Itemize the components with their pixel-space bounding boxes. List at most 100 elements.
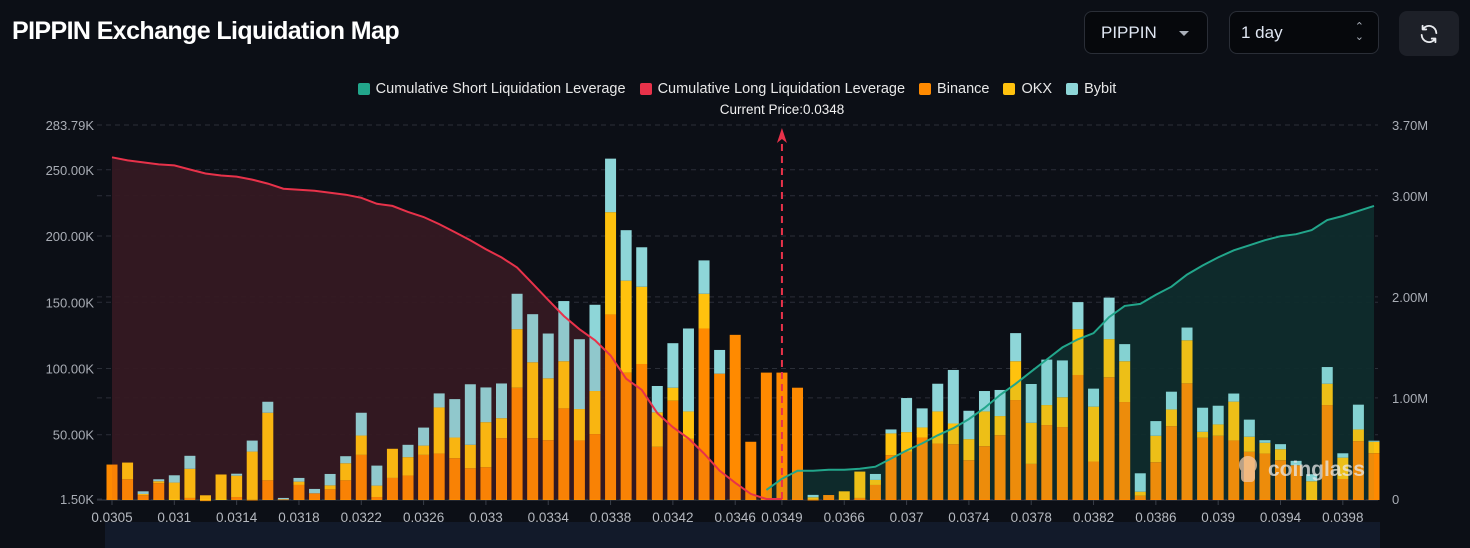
bar-stack xyxy=(1181,327,1193,500)
bar-binance xyxy=(792,387,804,500)
bar-bybit xyxy=(1228,393,1240,402)
bar-bybit xyxy=(1259,440,1271,443)
x-tick-label: 0.0314 xyxy=(216,510,258,525)
bar-bybit xyxy=(309,488,321,494)
bar-bybit xyxy=(184,455,196,469)
bar-bybit xyxy=(1072,302,1084,330)
bar-stack xyxy=(573,339,585,500)
legend-long-cum[interactable]: Cumulative Long Liquidation Leverage xyxy=(639,81,905,97)
legend-short-cum[interactable]: Cumulative Short Liquidation Leverage xyxy=(357,81,626,97)
bar-bybit xyxy=(1337,453,1349,458)
x-tick-label: 0.0318 xyxy=(278,510,319,525)
bar-okx xyxy=(215,474,227,500)
bar-binance xyxy=(309,493,321,500)
bar-binance xyxy=(1041,425,1053,500)
bar-stack xyxy=(355,412,367,500)
bar-okx xyxy=(1134,491,1146,496)
watermark-text: coinglass xyxy=(1268,458,1365,481)
bar-stack xyxy=(901,398,913,500)
data-zoom-slider[interactable] xyxy=(105,522,1380,548)
bar-binance xyxy=(324,489,336,500)
bar-binance xyxy=(605,314,617,500)
y-left-tick-label: 50.00K xyxy=(53,428,95,443)
bar-bybit xyxy=(947,369,959,424)
bar-okx xyxy=(293,481,305,485)
bar-bybit xyxy=(1197,407,1209,432)
bar-okx xyxy=(620,280,632,373)
bar-bybit xyxy=(667,343,679,388)
bar-stack xyxy=(184,455,196,500)
legend-swatch xyxy=(1066,83,1079,95)
bar-stack xyxy=(293,477,305,500)
y-right-tick-label: 3.00M xyxy=(1392,189,1428,204)
bar-bybit xyxy=(1088,388,1100,407)
bar-okx xyxy=(1150,435,1162,463)
bar-okx xyxy=(386,448,398,478)
x-tick-label: 0.0338 xyxy=(590,510,631,525)
bar-stack xyxy=(215,474,227,500)
legend-label: Cumulative Short Liquidation Leverage xyxy=(375,81,626,97)
x-tick-label: 0.0398 xyxy=(1322,510,1363,525)
legend-swatch xyxy=(1003,83,1016,95)
bar-binance xyxy=(994,435,1006,500)
y-left-tick-label: 150.00K xyxy=(46,295,95,310)
x-tick-label: 0.0346 xyxy=(715,510,756,525)
bar-bybit xyxy=(324,473,336,486)
bar-stack xyxy=(1134,473,1146,500)
bar-binance xyxy=(963,460,975,500)
bar-binance xyxy=(760,372,772,500)
bar-stack xyxy=(1321,367,1333,500)
page-title: PIPPIN Exchange Liquidation Map xyxy=(12,17,400,45)
bar-binance xyxy=(558,408,570,500)
time-range-value: 1 day xyxy=(1241,22,1283,42)
bar-bybit xyxy=(1321,367,1333,384)
bar-bybit xyxy=(496,383,507,419)
legend-bybit[interactable]: Bybit xyxy=(1066,81,1116,97)
bar-stack xyxy=(916,408,928,500)
bar-bybit xyxy=(869,473,881,480)
bar-stack xyxy=(1368,440,1380,500)
bar-okx xyxy=(932,411,944,444)
bar-bybit xyxy=(153,479,165,482)
legend-binance[interactable]: Binance xyxy=(919,81,989,97)
bar-binance xyxy=(1197,437,1209,500)
bar-binance xyxy=(916,437,928,500)
bar-okx xyxy=(153,481,165,484)
bar-stack xyxy=(605,158,617,500)
bar-stack xyxy=(869,473,881,500)
bar-bybit xyxy=(137,491,149,494)
y-right-tick-label: 0 xyxy=(1392,492,1399,507)
bar-binance xyxy=(978,446,990,500)
bar-stack xyxy=(1259,440,1271,500)
bar-okx xyxy=(605,212,617,315)
bar-binance xyxy=(355,454,367,500)
time-range-select[interactable]: 1 day ⌃ ⌄ xyxy=(1229,11,1379,54)
legend-okx[interactable]: OKX xyxy=(1003,81,1052,97)
bar-bybit xyxy=(340,456,352,464)
bar-stack xyxy=(1275,444,1286,500)
bar-okx xyxy=(854,471,866,498)
refresh-button[interactable] xyxy=(1399,11,1459,56)
symbol-select[interactable]: PIPPIN xyxy=(1084,11,1208,54)
coinglass-watermark: coinglass xyxy=(1239,456,1365,482)
short-cum-line xyxy=(765,204,1375,491)
bar-bybit xyxy=(1041,359,1053,406)
bar-binance xyxy=(277,499,289,501)
bar-bybit xyxy=(231,473,243,476)
bar-stack xyxy=(1212,405,1224,500)
x-tick-label: 0.0378 xyxy=(1011,510,1052,525)
bar-bybit xyxy=(1290,460,1302,466)
bar-binance xyxy=(122,479,134,500)
bar-binance xyxy=(153,483,165,500)
bar-binance xyxy=(620,372,632,500)
bar-bybit xyxy=(963,410,975,440)
bar-binance xyxy=(854,497,866,500)
bar-binance xyxy=(932,443,944,500)
x-tick-label: 0.031 xyxy=(157,510,191,525)
bar-bybit xyxy=(527,314,539,363)
refresh-icon xyxy=(1420,24,1438,43)
bar-okx xyxy=(651,412,663,447)
bar-okx xyxy=(1056,397,1068,428)
bar-okx xyxy=(324,485,336,490)
